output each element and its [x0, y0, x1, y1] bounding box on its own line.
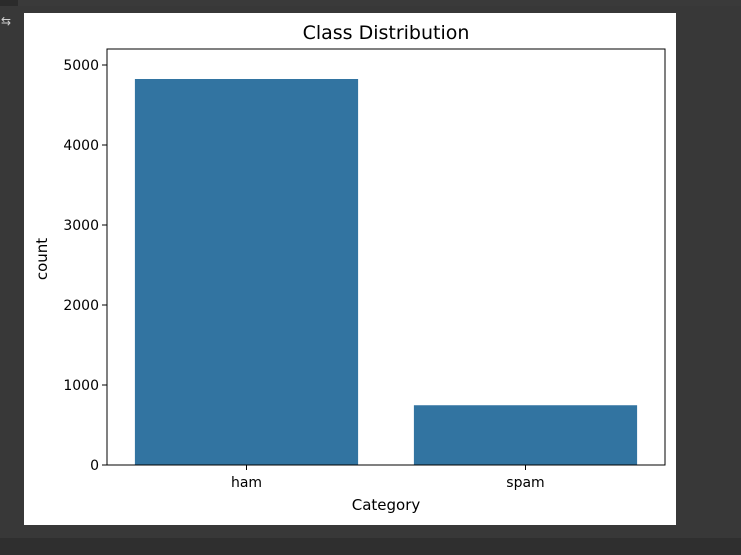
bars-group: [134, 79, 638, 465]
chart-figure: Class Distribution Category count ham spa…: [24, 13, 676, 525]
output-gutter: [0, 6, 24, 555]
y-tick-label: 0: [90, 458, 99, 474]
top-strip: [0, 0, 741, 6]
bar-spam: [413, 405, 638, 465]
y-tick-label: 1000: [63, 378, 99, 394]
y-tick-label: 2000: [63, 298, 99, 314]
plot-frame: [106, 48, 666, 466]
x-axis-label: Category: [352, 496, 421, 514]
bar-chart: Class Distribution Category count ham spa…: [33, 22, 666, 514]
x-tick-label: ham: [231, 475, 262, 491]
output-settings-icon[interactable]: ⇆: [0, 14, 12, 28]
y-axis-label: count: [33, 238, 51, 280]
y-tick-label: 3000: [63, 218, 99, 234]
bottom-bar: [0, 538, 741, 555]
chart-title: Class Distribution: [303, 22, 470, 44]
x-tick-label: spam: [506, 475, 544, 491]
axes-group: ham spam 0 1000 2000 3000 4000 5000: [63, 48, 666, 491]
y-tick-label: 4000: [63, 138, 99, 154]
bar-ham: [134, 79, 359, 465]
tab-edge: [18, 0, 741, 6]
y-tick-label: 5000: [63, 58, 99, 74]
